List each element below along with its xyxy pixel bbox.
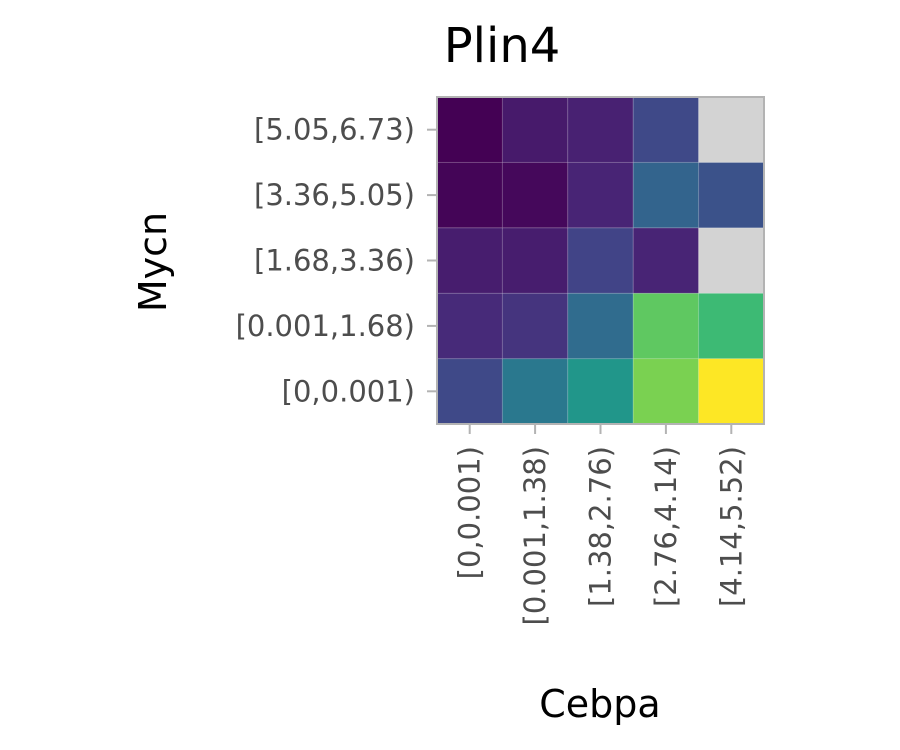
heatmap-cell — [632, 161, 700, 229]
heatmap-cells — [436, 96, 765, 425]
heatmap-cell — [632, 96, 700, 163]
y-axis-label: Mycn — [131, 212, 175, 312]
heatmap-cell — [698, 96, 765, 163]
heatmap-cell — [501, 161, 569, 229]
heatmap-cell — [698, 161, 765, 229]
x-tick-label: [2.76,4.14) — [649, 446, 683, 607]
heatmap-cell — [501, 358, 569, 425]
y-tick-label: [0.001,1.68) — [236, 309, 415, 343]
heatmap-cell — [436, 161, 503, 229]
heatmap-cell — [567, 292, 634, 360]
heatmap-cell — [567, 161, 634, 229]
chart-title: Plin4 — [444, 18, 561, 74]
y-tick-label: [3.36,5.05) — [254, 178, 415, 212]
x-tick-label: [1.38,2.76) — [584, 446, 618, 607]
x-axis-label: Cebpa — [539, 682, 660, 726]
heatmap-cell — [698, 292, 765, 360]
heatmap-cell — [567, 358, 634, 425]
heatmap-cell — [501, 292, 569, 360]
heatmap-cell — [632, 292, 700, 360]
x-axis-ticks: [0,0.001) [0.001,1.38) [1.38,2.76) [2.76,4.… — [453, 424, 748, 625]
heatmap-cell — [436, 227, 503, 294]
x-tick-label: [0,0.001) — [453, 446, 487, 579]
heatmap-cell — [632, 227, 700, 294]
heatmap-cell — [567, 227, 634, 294]
y-tick-label: [5.05,6.73) — [254, 113, 415, 147]
x-tick-label: [0.001,1.38) — [518, 446, 552, 625]
x-tick-label: [4.14,5.52) — [714, 446, 748, 607]
heatmap-cell — [436, 292, 503, 360]
heatmap-cell — [436, 358, 503, 425]
y-axis-ticks: [0,0.001) [0.001,1.68) [1.68,3.36) [3.36,5.… — [236, 113, 437, 408]
heatmap-cell — [567, 96, 634, 163]
y-tick-label: [1.68,3.36) — [254, 244, 415, 278]
y-tick-label: [0,0.001) — [282, 374, 415, 408]
heatmap-cell — [501, 227, 569, 294]
heatmap-cell — [698, 358, 765, 425]
heatmap-cell — [436, 96, 503, 163]
heatmap-cell — [632, 358, 700, 425]
heatmap-cell — [698, 227, 765, 294]
heatmap-cell — [501, 96, 569, 163]
